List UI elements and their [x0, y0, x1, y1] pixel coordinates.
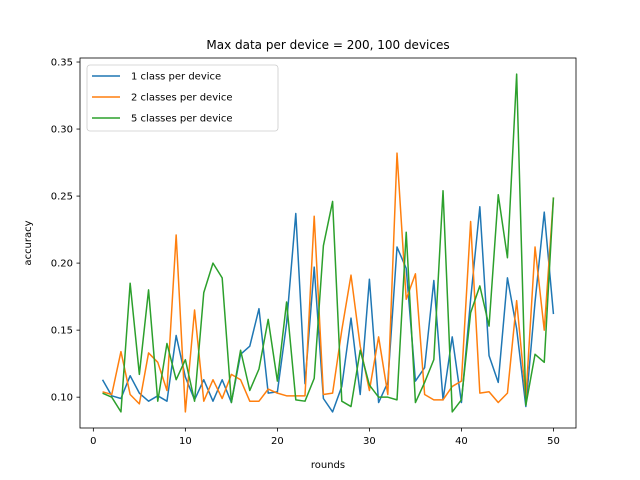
y-tick-label: 0.10	[51, 393, 73, 404]
series-line-3	[102, 73, 555, 413]
legend-label-3: 5 classes per device	[131, 114, 233, 125]
x-axis-ticks: 0 10 20 30 40 50	[90, 428, 560, 447]
x-tick-label: 0	[90, 436, 96, 447]
series-lines	[101, 73, 555, 413]
y-axis-ticks: 0.10 0.15 0.20 0.25 0.30 0.35	[51, 58, 80, 404]
x-tick-label: 20	[271, 436, 284, 447]
legend-label-2: 2 classes per device	[131, 93, 233, 104]
y-axis-label: accuracy	[23, 220, 34, 265]
legend-label-1: 1 class per device	[131, 72, 221, 83]
x-axis-label: rounds	[311, 460, 345, 471]
series-line-1	[101, 206, 555, 413]
x-tick-label: 40	[455, 436, 468, 447]
x-tick-label: 30	[363, 436, 376, 447]
y-tick-label: 0.30	[51, 125, 73, 136]
y-tick-label: 0.15	[51, 326, 73, 337]
legend-box	[86, 64, 279, 132]
chart-title: Max data per device = 200, 100 devices	[206, 38, 449, 52]
y-tick-label: 0.25	[51, 192, 73, 203]
series-line-2	[102, 152, 555, 413]
x-tick-label: 10	[179, 436, 192, 447]
y-tick-label: 0.20	[51, 259, 73, 270]
y-tick-label: 0.35	[51, 58, 73, 69]
legend: 1 class per device 2 classes per device 5 …	[86, 64, 279, 132]
plot-frame	[79, 57, 577, 429]
x-tick-label: 50	[547, 436, 560, 447]
